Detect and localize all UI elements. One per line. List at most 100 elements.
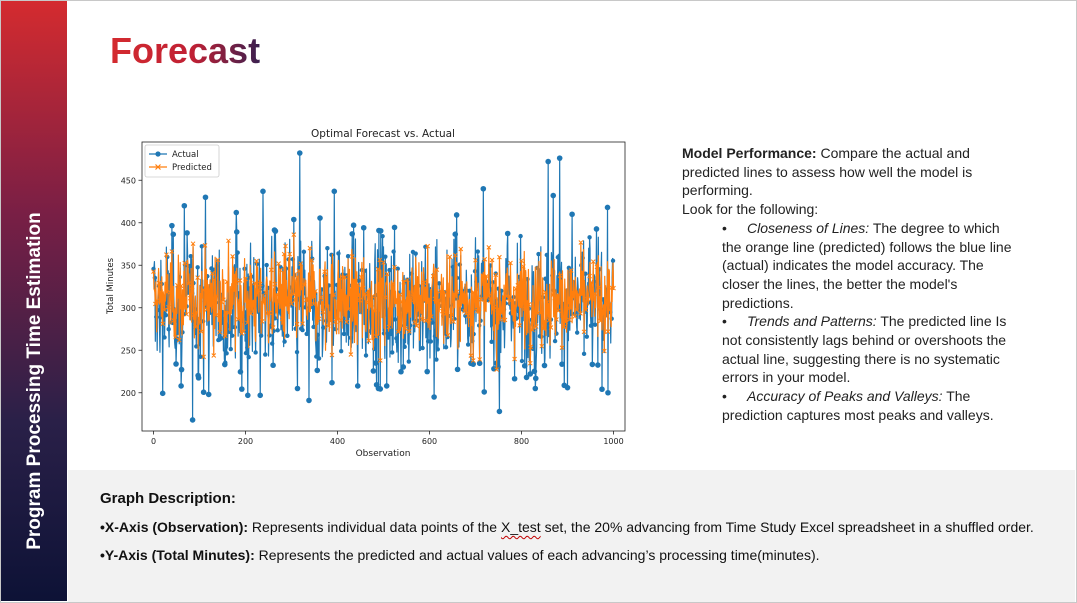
actual-point [536, 251, 541, 257]
actual-point [195, 265, 200, 270]
x-tick-label: 200 [238, 437, 253, 446]
actual-point [253, 350, 258, 355]
actual-point [475, 249, 480, 254]
actual-point [329, 379, 335, 386]
bullet-dot: • [722, 313, 727, 330]
actual-point [173, 361, 179, 367]
actual-point [184, 230, 190, 236]
bullet-closeness: • Closeness of Lines: The degree to whic… [682, 219, 1022, 313]
bullet-label: Trends and Patterns: [747, 313, 877, 330]
x-tick-label: 400 [330, 437, 345, 446]
actual-point [511, 375, 518, 382]
actual-point [181, 202, 188, 209]
actual-point [402, 344, 407, 350]
x-test-term: X_test [500, 519, 541, 535]
actual-point [424, 368, 431, 375]
actual-point [556, 155, 563, 161]
actual-point [543, 276, 548, 281]
forecast-chart: Optimal Forecast vs. Actual 0 200 400 600 80… [100, 124, 630, 460]
actual-point [314, 367, 321, 374]
actual-point [363, 353, 369, 358]
actual-point [350, 222, 357, 229]
actual-point [272, 316, 278, 321]
actual-point [605, 389, 611, 396]
actual-point [550, 192, 557, 199]
actual-point [194, 344, 199, 349]
bullet-dot: • [722, 219, 727, 236]
actual-point [316, 356, 322, 361]
x-axis-desc-label: •X-Axis (Observation): [100, 519, 249, 535]
actual-point [383, 254, 388, 259]
actual-point [272, 228, 279, 234]
actual-point [300, 327, 305, 333]
bullet-content: Closeness of Lines: The degree to which … [722, 219, 1022, 313]
x-tick-label: 0 [151, 437, 156, 446]
actual-point [269, 341, 275, 346]
actual-point [245, 392, 251, 399]
legend-predicted-marker [155, 164, 161, 170]
actual-point [246, 354, 251, 360]
actual-point [521, 363, 528, 369]
slide-title: Forecast [110, 30, 261, 71]
chart-title: Optimal Forecast vs. Actual [311, 128, 455, 140]
actual-point [321, 325, 326, 330]
actual-point [604, 204, 611, 211]
bullet-text: The predicted line Is not consistently l… [722, 313, 1007, 386]
actual-point [270, 362, 276, 369]
actual-point [294, 349, 300, 355]
actual-point [336, 251, 341, 256]
actual-point [282, 339, 287, 344]
bullet-label: Accuracy of Peaks and Valleys: [747, 388, 943, 405]
actual-point [569, 211, 575, 218]
y-tick-label: 250 [121, 346, 136, 355]
actual-point [370, 368, 377, 374]
actual-point [341, 331, 347, 337]
actual-point [519, 358, 525, 364]
legend-actual-marker [155, 151, 161, 157]
actual-point [243, 350, 249, 356]
legend-box [144, 144, 220, 178]
actual-point [431, 394, 437, 400]
actual-point [595, 362, 601, 368]
actual-point [532, 385, 539, 392]
x-axis-label: Observation [356, 449, 411, 459]
actual-point [480, 185, 487, 192]
actual-point [392, 317, 398, 322]
actual-point [189, 417, 196, 423]
actual-point [188, 253, 193, 259]
actual-point [294, 385, 301, 392]
bullet-text: The prediction captures most peaks and v… [722, 388, 994, 423]
actual-point [564, 384, 571, 391]
actual-point [380, 233, 385, 239]
predicted-markers [151, 232, 616, 372]
actual-point [390, 350, 395, 355]
x-tick-label: 1000 [603, 437, 623, 446]
actual-point [195, 375, 202, 381]
model-performance-paragraph: Model Performance: Compare the actual an… [682, 144, 1022, 200]
actual-point [588, 323, 594, 328]
bullet-content: Accuracy of Peaks and Valleys: The predi… [722, 387, 1022, 424]
actual-point [170, 231, 177, 238]
actual-point [465, 342, 471, 347]
actual-point [163, 312, 169, 318]
actual-point [470, 361, 477, 367]
actual-point [257, 392, 264, 399]
bullet-content: Trends and Patterns: The predicted line … [722, 312, 1022, 387]
actual-point [443, 345, 449, 350]
actual-point [345, 254, 351, 259]
plot-data [151, 150, 616, 423]
bullet-label: Closeness of Lines: [747, 219, 870, 236]
actual-point [391, 249, 396, 254]
actual-point [467, 288, 472, 294]
y-axis-desc-text: Represents the predicted and actual valu… [254, 547, 820, 563]
actual-point [385, 335, 391, 340]
actual-point [454, 366, 461, 373]
actual-point [532, 375, 539, 382]
actual-point [493, 271, 498, 276]
actual-point [388, 331, 394, 337]
actual-point [331, 188, 338, 195]
actual-point [593, 226, 600, 232]
actual-point [610, 258, 616, 263]
x-tick-label: 600 [422, 437, 437, 446]
actual-point [296, 150, 303, 156]
